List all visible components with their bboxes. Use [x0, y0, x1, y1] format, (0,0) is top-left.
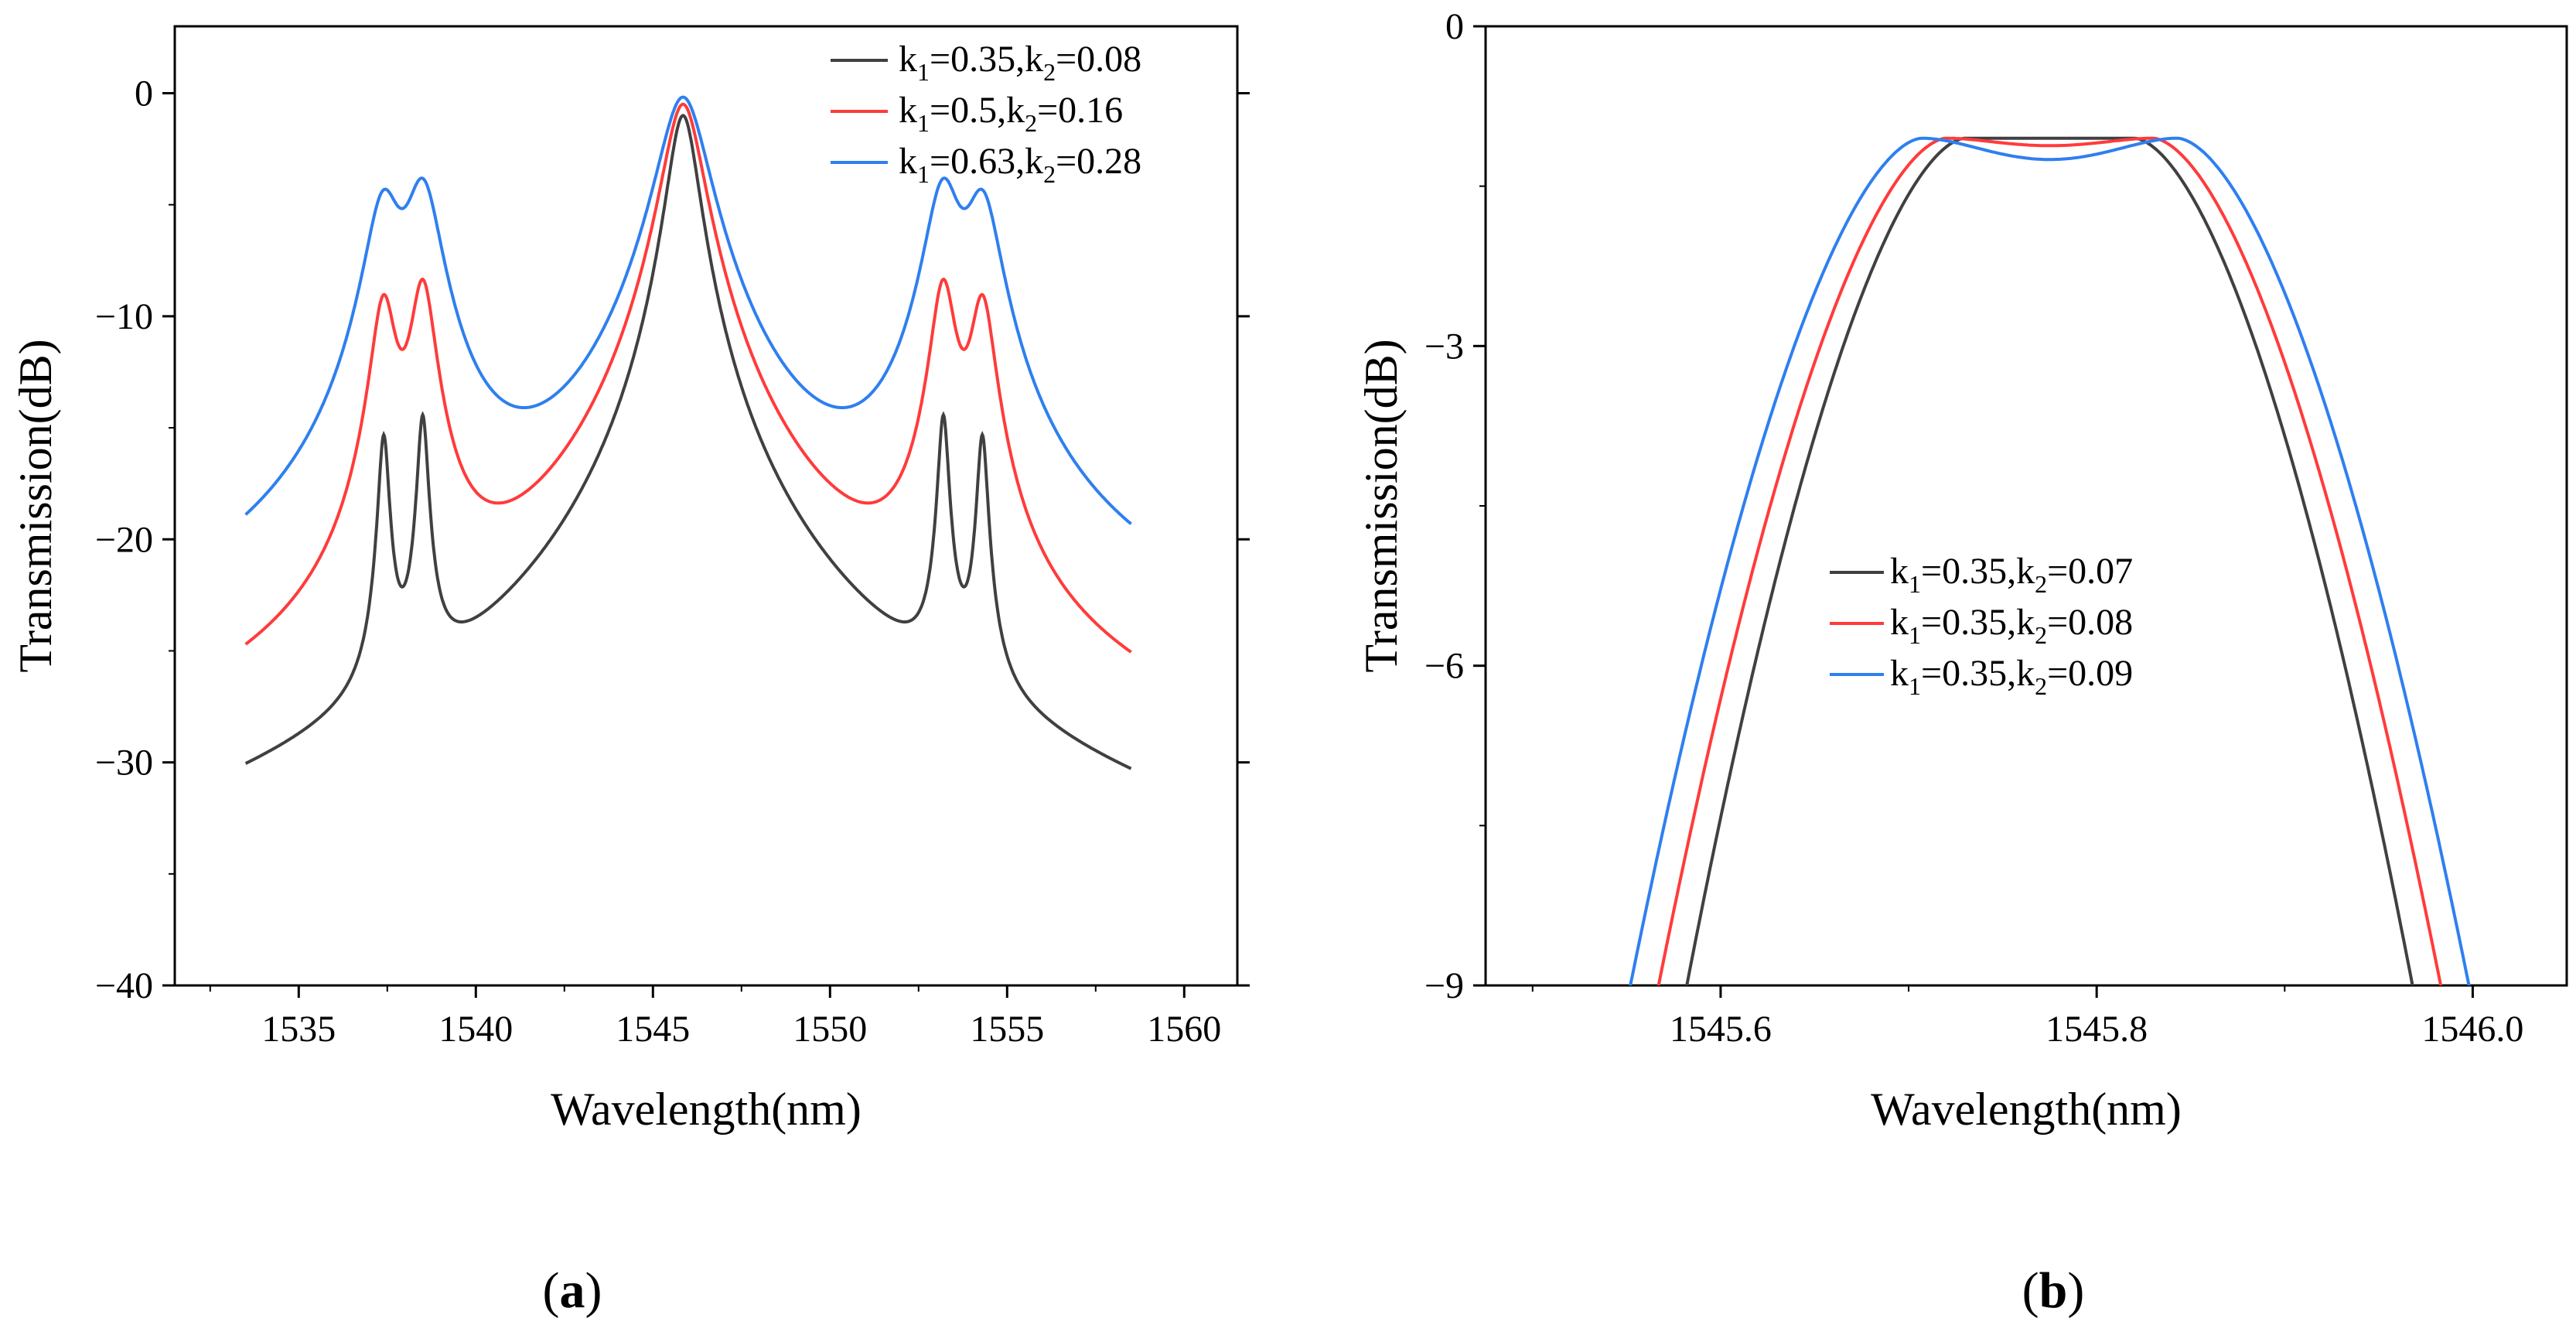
panel-a-x-tick-label: 1545: [616, 1009, 690, 1050]
panel-a-x-tick-label: 1540: [438, 1009, 513, 1050]
panel-b-x-axis-label: Wavelength(nm): [1871, 1084, 2182, 1135]
panel-a-x-tick-label: 1535: [261, 1009, 336, 1050]
panel-a-series-line-3: [244, 95, 1132, 525]
panel-a-plot-frame: [173, 25, 1239, 987]
panel-a-y-tick-label: 0: [135, 73, 153, 114]
panel-b-plot-frame: [1484, 25, 2568, 987]
panel-a-legend: k1=0.35,k2=0.08k1=0.5,k2=0.16k1=0.63,k2=…: [831, 39, 1141, 188]
panel-b-label: (b): [2022, 1262, 2085, 1319]
panel-a-x-tick-label: 1550: [793, 1009, 867, 1050]
panel-b-curves: [1629, 136, 2471, 985]
panel-b-legend: k1=0.35,k2=0.07k1=0.35,k2=0.08k1=0.35,k2…: [1830, 551, 2133, 700]
panel-b-series-line-3: [1629, 136, 2471, 985]
panel-a-legend-label: k1=0.35,k2=0.08: [899, 39, 1141, 86]
panel-a-x-tick-label: 1560: [1147, 1009, 1221, 1050]
panel-b-y-tick-label: −3: [1424, 326, 1464, 367]
panel-b-x-ticks: 1545.6 1545.8 1546.0: [1531, 985, 2523, 1050]
panel-b-y-axis-label: Transmission(dB): [1356, 339, 1407, 672]
panel-a-series-line-1: [244, 114, 1132, 770]
panel-a-label: (a): [543, 1262, 602, 1319]
panel-a-legend-label: k1=0.63,k2=0.28: [899, 141, 1141, 188]
panel-b-y-tick-label: −9: [1424, 965, 1464, 1006]
panel-a-y-tick-label: −30: [95, 743, 153, 784]
panel-a-y-tick-label: −20: [95, 519, 153, 560]
panel-a-chart: 1535 1540 1545 1550 1555 1560 0 −10 −20 −30 −40 W…: [10, 25, 1250, 1135]
panel-a-y-tick-label: −10: [95, 296, 153, 337]
panel-a-y-ticks: 0 −10 −20 −30 −40: [95, 73, 1250, 1006]
panel-b-x-tick-label: 1545.6: [1670, 1009, 1772, 1050]
panel-b-legend-label: k1=0.35,k2=0.07: [1890, 551, 2133, 598]
panel-b-y-ticks: 0 −3 −6 −9: [1424, 6, 1486, 1006]
panel-a-x-tick-label: 1555: [970, 1009, 1044, 1050]
panel-a-legend-label: k1=0.5,k2=0.16: [899, 90, 1123, 137]
panel-b-y-tick-label: −6: [1424, 646, 1464, 687]
panel-b-x-tick-label: 1545.8: [2045, 1009, 2148, 1050]
panel-a-series-line-2: [244, 102, 1132, 654]
panel-a-curves: [244, 95, 1132, 770]
panel-b-series-line-2: [1656, 136, 2443, 985]
panel-b-series-line-1: [1685, 136, 2414, 985]
panel-b-x-tick-label: 1546.0: [2421, 1009, 2523, 1050]
panel-b-legend-label: k1=0.35,k2=0.08: [1890, 602, 2133, 649]
panel-a-y-tick-label: −40: [95, 965, 153, 1006]
panel-b-legend-label: k1=0.35,k2=0.09: [1890, 653, 2133, 700]
panel-a-x-ticks: 1535 1540 1545 1550 1555 1560: [209, 985, 1221, 1050]
panel-a-y-axis-label: Transmission(dB): [10, 339, 61, 672]
panel-b-chart: 1545.6 1545.8 1546.0 0 −3 −6 −9 Wavelength(nm…: [1356, 6, 2568, 1135]
panel-b-y-tick-label: 0: [1445, 6, 1464, 47]
panel-a-x-axis-label: Wavelength(nm): [551, 1084, 862, 1135]
